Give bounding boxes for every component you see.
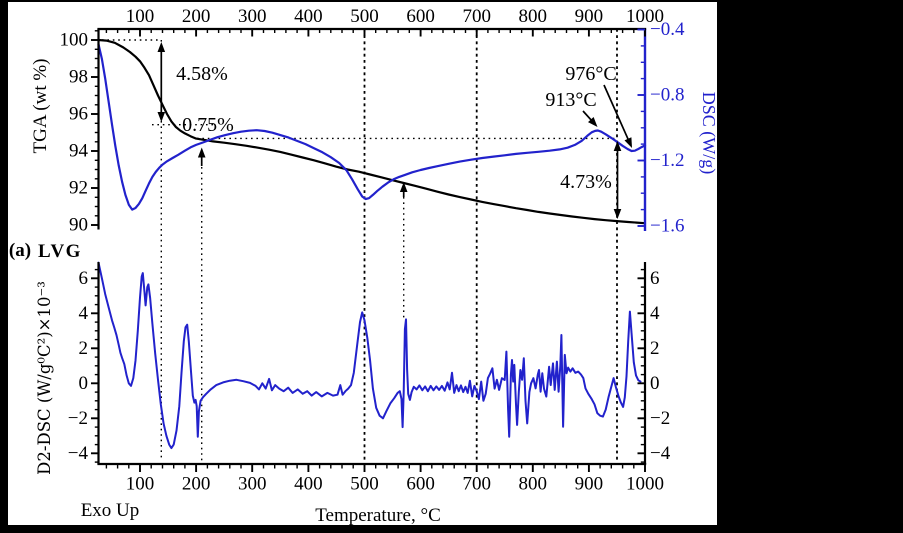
arrow-mass-loss-3-head (613, 209, 622, 219)
tga-axis-tick-label: 96 (69, 104, 88, 125)
annotation-mass-loss-2: 0.75% (182, 114, 234, 136)
arrow-mass-loss-1-head (157, 112, 166, 122)
top-axis-tick-label: 400 (294, 6, 323, 27)
tga-axis-title: TGA (wt %) (30, 59, 51, 154)
dsc-axis-tick-label: −1.2 (650, 150, 684, 171)
dsc-curve (97, 43, 647, 211)
annotation-peak-913: 913°C (545, 89, 596, 111)
d2-right-axis-tick-label: 0 (650, 373, 660, 394)
dsc-axis-title: DSC (W/g) (698, 92, 719, 175)
annotation-mass-loss-1: 4.58% (176, 63, 228, 85)
bottom-axis-tick-label: 400 (294, 474, 323, 495)
top-axis-tick-label: 500 (350, 6, 379, 27)
annotation-peak-976: 976°C (565, 63, 616, 85)
bottom-axis-tick-label: 1000 (626, 474, 664, 495)
tga-axis-tick-label: 90 (69, 215, 88, 236)
bottom-axis-tick-label: 300 (238, 474, 267, 495)
d2dsc-curve (97, 261, 642, 450)
d2-left-axis-tick-label: 6 (79, 268, 89, 289)
top-axis-tick-label: 800 (519, 6, 548, 27)
arrow-570c-head (399, 182, 408, 192)
top-axis-tick-label: 300 (238, 6, 267, 27)
bottom-axis-tick-label: 800 (519, 474, 548, 495)
bottom-axis-tick-label: 700 (462, 474, 491, 495)
x-axis-title: Temperature, °C (315, 505, 441, 526)
top-axis-tick-label: 900 (575, 6, 604, 27)
d2-left-axis-tick-label: 0 (79, 373, 89, 394)
bottom-axis-tick-label: 500 (350, 474, 379, 495)
d2-right-axis-tick-label: 2 (650, 338, 660, 359)
figure-background (8, 2, 717, 525)
bottom-axis-tick-label: 100 (126, 474, 155, 495)
d2-right-axis-tick-label: −4 (650, 443, 671, 464)
top-axis-tick-label: 200 (182, 6, 211, 27)
bottom-axis-tick-label: 200 (182, 474, 211, 495)
arrow-peak-976-shaft (603, 84, 632, 146)
d2-left-axis-tick-label: 4 (79, 303, 89, 324)
d2-right-axis-tick-label: 4 (650, 303, 660, 324)
d2-right-axis-tick-label: −2 (650, 408, 670, 429)
tga-curve (97, 38, 647, 225)
arrow-mass-loss-2-head (197, 147, 206, 158)
tga-axis-tick-label: 100 (60, 30, 89, 51)
d2-left-axis-tick-label: −2 (68, 408, 88, 429)
d2-left-axis-tick-label: −4 (68, 443, 89, 464)
top-axis-tick-label: 600 (406, 6, 435, 27)
top-axis-tick-label: 700 (462, 6, 491, 27)
sample-label: LVG (38, 241, 82, 262)
tga-axis-tick-label: 98 (69, 67, 88, 88)
bottom-axis-tick-label: 600 (406, 474, 435, 495)
tga-axis-tick-label: 92 (69, 178, 88, 199)
arrow-mass-loss-1-head2 (157, 42, 166, 52)
d2-right-axis-tick-label: 6 (650, 268, 660, 289)
dsc-axis-tick-label: −0.8 (650, 85, 684, 106)
arrow-peak-913-head (588, 117, 598, 127)
dsc-axis-tick-label: −0.4 (650, 19, 685, 40)
arrow-peak-976-head (624, 137, 632, 148)
d2dsc-axis-title: D2-DSC (W/g⁰C²)×10⁻³ (35, 281, 54, 475)
tga-axis-tick-label: 94 (69, 141, 89, 162)
panel-label: (a) (9, 240, 31, 261)
bottom-axis-tick-label: 900 (575, 474, 604, 495)
dsc-axis-tick-label: −1.6 (650, 216, 684, 237)
top-axis-tick-label: 100 (126, 6, 155, 27)
annotation-mass-loss-3: 4.73% (560, 171, 612, 193)
exo-up-label: Exo Up (81, 500, 140, 521)
top-axis-tick-label: 1000 (626, 6, 664, 27)
d2-left-axis-tick-label: 2 (79, 338, 89, 359)
arrow-mass-loss-3-head2 (613, 141, 622, 151)
